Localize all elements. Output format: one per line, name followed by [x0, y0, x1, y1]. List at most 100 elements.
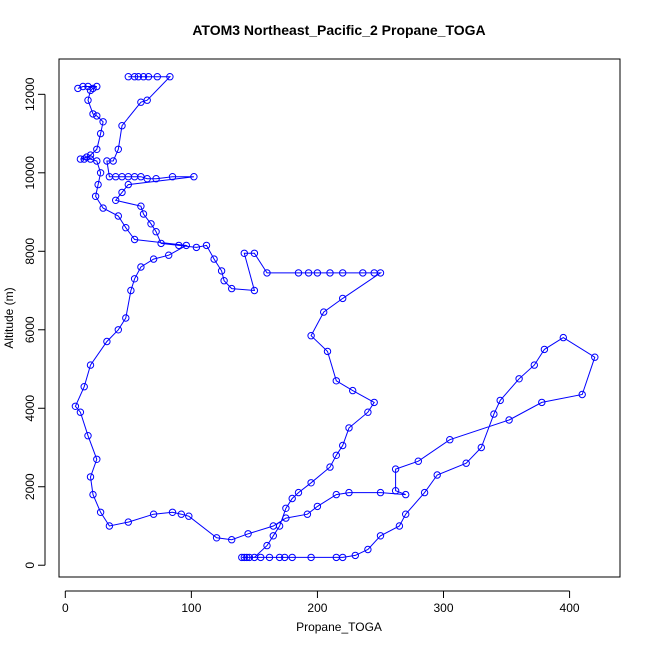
data-point — [112, 196, 120, 205]
data-point — [391, 465, 400, 473]
data-point — [281, 553, 289, 562]
data-point — [307, 553, 315, 562]
data-point — [153, 73, 162, 81]
data-point — [93, 145, 101, 154]
data-point — [257, 553, 265, 562]
data-point — [402, 490, 410, 499]
data-point — [182, 241, 191, 250]
data-point — [157, 239, 165, 248]
data-point — [228, 536, 236, 544]
data-point — [84, 82, 92, 91]
data-point — [165, 251, 173, 259]
data-point — [114, 212, 123, 220]
data-point — [339, 441, 347, 450]
data-point — [168, 508, 177, 516]
data-point — [359, 269, 367, 277]
data-point — [263, 269, 271, 277]
data-point — [139, 73, 148, 81]
x-tick-label: 400 — [560, 601, 580, 615]
data-point — [250, 286, 259, 295]
y-tick-label: 8000 — [23, 238, 37, 265]
data-point — [332, 377, 340, 385]
data-point — [149, 510, 158, 518]
data-point — [402, 510, 410, 518]
data-point — [282, 514, 290, 522]
chart-title: ATOM3 Northeast_Pacific_2 Propane_TOGA — [192, 22, 485, 38]
data-point — [83, 153, 91, 161]
data-point — [326, 269, 334, 277]
data-point — [114, 145, 123, 154]
data-point — [538, 398, 546, 407]
data-point — [74, 84, 82, 93]
data-point — [349, 386, 357, 395]
data-point — [275, 553, 284, 562]
data-point — [130, 275, 139, 283]
data-point — [395, 522, 404, 530]
data-point — [137, 263, 145, 271]
data-point — [130, 73, 139, 81]
data-point — [313, 269, 322, 277]
data-point — [420, 488, 429, 497]
data-point — [307, 332, 315, 340]
y-axis-label: Altitude (m) — [2, 287, 16, 348]
y-tick-label: 4000 — [23, 395, 37, 422]
data-point — [591, 353, 599, 361]
series-markers — [71, 73, 599, 562]
data-point — [217, 267, 226, 275]
data-point — [288, 553, 296, 562]
data-point — [238, 553, 246, 562]
data-point — [84, 432, 92, 440]
data-point — [177, 510, 186, 518]
data-point — [240, 249, 249, 258]
data-point — [152, 175, 160, 183]
data-point — [244, 530, 252, 538]
y-tick-label: 10000 — [23, 156, 37, 190]
data-point — [477, 443, 485, 452]
data-point — [496, 396, 504, 405]
data-point — [71, 402, 80, 410]
data-point — [96, 508, 105, 516]
x-tick-label: 0 — [62, 601, 69, 615]
data-point — [282, 504, 290, 512]
data-point — [578, 390, 586, 399]
data-point — [320, 308, 328, 316]
data-point — [168, 173, 177, 181]
data-point — [192, 243, 201, 252]
data-point — [134, 73, 143, 81]
data-point — [89, 490, 97, 499]
y-tick-label: 0 — [23, 562, 37, 569]
y-tick-label: 12000 — [23, 77, 37, 111]
data-point — [122, 224, 130, 232]
data-point — [137, 98, 145, 106]
data-point — [93, 82, 101, 91]
data-point — [93, 455, 101, 463]
data-point — [515, 375, 523, 383]
data-point — [559, 333, 567, 342]
data-point — [79, 82, 87, 91]
data-point — [339, 269, 347, 277]
data-point — [433, 471, 441, 479]
data-point — [269, 522, 277, 530]
data-point — [139, 210, 148, 218]
data-point — [240, 553, 249, 562]
data-point — [124, 518, 133, 526]
data-point — [144, 73, 153, 81]
data-point — [243, 553, 251, 562]
data-point — [228, 284, 236, 293]
data-point — [376, 488, 385, 497]
data-point — [118, 188, 126, 197]
data-point — [166, 73, 174, 81]
data-point — [345, 488, 353, 497]
data-point — [446, 436, 454, 444]
data-point — [294, 269, 303, 277]
data-point — [414, 457, 422, 465]
data-point — [124, 180, 133, 189]
data-point — [130, 235, 139, 244]
data-point — [122, 314, 130, 322]
y-tick-label: 2000 — [23, 473, 37, 500]
data-point — [80, 155, 88, 163]
data-point — [332, 451, 340, 459]
data-point — [93, 112, 101, 120]
